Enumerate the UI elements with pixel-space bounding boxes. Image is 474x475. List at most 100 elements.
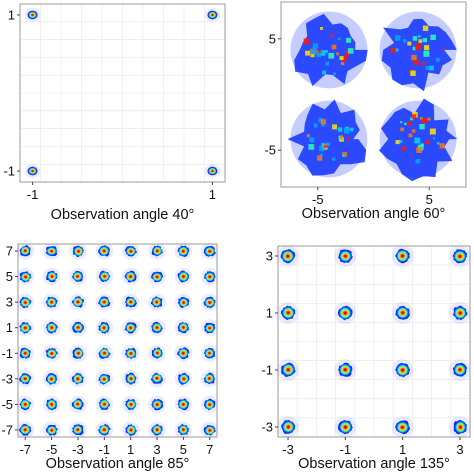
spot-speckle <box>430 34 436 41</box>
panel-angle-40: -1 1 -1 1 Observation angle 40° <box>0 0 237 237</box>
spot <box>19 373 32 385</box>
spot-speckle <box>411 129 416 133</box>
spot-speckle <box>414 137 421 144</box>
spot <box>177 245 190 257</box>
spot-cloud <box>381 18 457 92</box>
spot-speckle <box>331 44 337 50</box>
spot-speckle <box>429 128 436 135</box>
spot-speckle <box>424 45 430 51</box>
spot <box>337 305 353 321</box>
spot <box>46 398 58 411</box>
x-tick-label: 5 <box>180 442 187 457</box>
spot-speckle <box>425 140 430 145</box>
spot-speckle <box>312 43 318 49</box>
spot <box>453 420 467 435</box>
spot <box>124 322 137 334</box>
y-tick-label: -1 <box>3 164 15 179</box>
spot <box>395 362 411 378</box>
spot-speckle <box>429 65 434 71</box>
spot <box>72 245 85 258</box>
spot <box>338 249 353 263</box>
spot <box>203 245 216 257</box>
spot <box>98 398 111 410</box>
spot <box>281 420 296 434</box>
spot-speckle <box>309 137 315 143</box>
spot <box>281 362 296 377</box>
spot-speckle <box>421 118 428 124</box>
y-tick-label: -3 <box>261 420 273 435</box>
x-tick-label: -3 <box>282 442 294 457</box>
x-axis-label-angle-40: Observation angle 40° <box>50 207 195 223</box>
spot-speckle <box>346 137 350 141</box>
plot-frame <box>19 3 226 183</box>
plot-frame <box>280 1 467 188</box>
x-tick-label: 3 <box>456 442 463 457</box>
spot <box>46 270 58 283</box>
spot-speckle <box>404 122 407 126</box>
spot <box>72 424 84 436</box>
spot-speckle <box>401 146 407 151</box>
x-tick-label: -1 <box>27 187 39 202</box>
spot-speckle <box>318 145 325 152</box>
x-axis-label-angle-85: Observation angle 85° <box>45 456 190 472</box>
spot <box>395 420 410 435</box>
spot <box>452 362 467 377</box>
spot-speckle <box>402 38 407 43</box>
spot-speckle <box>400 127 405 132</box>
spot-speckle <box>325 61 330 66</box>
spot-speckle <box>414 43 421 50</box>
heatmap-plot-angle-135: -3 -1 1 3 -3 -1 1 3 <box>261 245 471 457</box>
spot-speckle <box>407 121 412 126</box>
spot <box>45 424 58 436</box>
x-tick-label: -1 <box>340 442 352 457</box>
spot-speckle <box>411 114 417 119</box>
spot-speckle <box>320 153 323 157</box>
spot-speckle <box>310 53 315 58</box>
spot <box>280 249 296 264</box>
spot <box>98 270 111 282</box>
spot-speckle <box>400 121 403 124</box>
spot <box>124 296 137 308</box>
x-tick-label: -1 <box>99 442 111 457</box>
spot-speckle <box>441 47 444 50</box>
spot <box>98 373 111 385</box>
spot <box>207 10 218 20</box>
spot <box>452 249 468 264</box>
spot-speckle <box>411 54 417 61</box>
spot-speckle <box>341 61 345 66</box>
spot-speckle <box>346 37 352 43</box>
spot-speckle <box>410 70 416 76</box>
spot-speckle <box>325 50 328 53</box>
spot-layer <box>287 11 458 182</box>
spot-speckle <box>412 46 416 51</box>
spot-speckle <box>313 123 318 128</box>
spot <box>395 305 410 320</box>
spot-speckle <box>347 48 354 54</box>
x-axis-label-angle-135: Observation angle 135° <box>298 456 450 472</box>
spot <box>125 372 137 385</box>
spot <box>72 322 84 333</box>
spot-speckle <box>419 123 425 130</box>
spot <box>151 271 164 283</box>
spot <box>124 246 137 257</box>
spot-speckle <box>310 48 316 54</box>
spot <box>125 424 137 436</box>
spot <box>151 398 164 411</box>
spot <box>71 372 84 385</box>
panel-angle-135: -3 -1 1 3 -3 -1 1 3 Observation angle 135° <box>237 237 474 475</box>
spot <box>124 270 137 283</box>
spot <box>71 296 85 308</box>
spot-speckle <box>423 50 430 57</box>
heatmap-plot-angle-40: -1 1 -1 1 <box>3 3 226 202</box>
spot-speckle <box>342 152 348 157</box>
spot-speckle <box>416 147 423 154</box>
spot-speckle <box>420 143 424 147</box>
spot-speckle <box>395 140 400 145</box>
plot-frame <box>17 243 218 438</box>
x-tick-label: 7 <box>206 442 213 457</box>
spot-speckle <box>332 157 336 161</box>
x-tick-label: 5 <box>426 192 433 207</box>
x-axis-label-angle-60: Observation angle 60° <box>301 206 446 222</box>
y-tick-label: 5 <box>6 269 13 284</box>
spot <box>151 245 163 257</box>
